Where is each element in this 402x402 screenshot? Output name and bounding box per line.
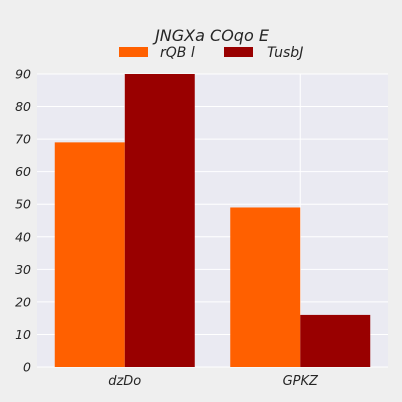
y-tick-label: 20 (15, 294, 31, 309)
y-tick-label: 0 (23, 360, 31, 375)
legend-swatch (224, 47, 253, 57)
chart-title: JNGXa COqo E (152, 26, 270, 45)
y-tick-label: 90 (15, 67, 31, 82)
y-axis-ticks: 0 10 20 30 40 50 60 70 80 90 (15, 67, 31, 375)
y-tick-label: 50 (15, 197, 31, 212)
legend: rQB l TusbJ (119, 45, 303, 61)
legend-label: TusbJ (267, 45, 303, 61)
y-tick-label: 70 (15, 132, 31, 147)
bar-tusbj-gpkz (300, 314, 371, 367)
bar-rqb-l-gpkz (230, 207, 301, 367)
bars (54, 74, 371, 367)
y-tick-label: 40 (15, 229, 31, 244)
y-tick-label: 60 (15, 164, 31, 179)
legend-label: rQB l (160, 45, 195, 61)
bar-tusbj-dzdo (124, 74, 195, 367)
x-tick-label: dzDo (108, 374, 141, 389)
y-tick-label: 80 (15, 99, 31, 114)
bar-rqb-l-dzdo (54, 142, 125, 367)
x-axis-ticks: dzDo GPKZ (108, 374, 319, 389)
y-tick-label: 30 (15, 262, 31, 277)
x-tick-label: GPKZ (283, 374, 319, 389)
y-tick-label: 10 (15, 327, 31, 342)
legend-swatch (119, 47, 148, 57)
